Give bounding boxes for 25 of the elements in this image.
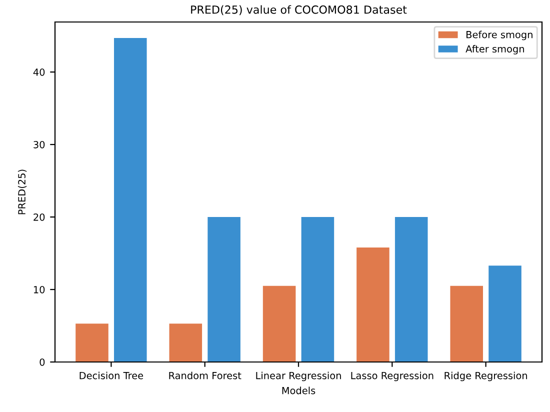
- y-tick-label: 40: [33, 68, 45, 76]
- bar: [208, 217, 240, 362]
- bar: [169, 324, 202, 362]
- y-axis-title: PRED(25): [18, 170, 27, 214]
- y-tick-label: 0: [40, 358, 45, 366]
- bar: [114, 38, 147, 362]
- x-tick-label: Linear Regression: [256, 372, 341, 382]
- bar: [76, 324, 108, 362]
- legend-label: Before smogn: [466, 30, 532, 40]
- bar: [450, 286, 483, 362]
- bar: [394, 217, 428, 362]
- x-tick-label: Ridge Regression: [444, 372, 528, 382]
- y-tick-label: 20: [34, 213, 45, 221]
- x-axis-title: Models: [282, 386, 316, 394]
- legend-label: After smogn: [466, 45, 524, 54]
- y-tick-label: 30: [34, 140, 45, 148]
- bar: [262, 286, 296, 362]
- bar: [301, 217, 334, 362]
- chart-title: PRED(25) value of COCOMO81 Dataset: [191, 5, 407, 16]
- x-tick-label: Random Forest: [169, 372, 242, 380]
- y-tick-label: 10: [34, 286, 45, 294]
- x-tick-label: Lasso Regression: [351, 372, 434, 382]
- bar: [356, 247, 390, 362]
- bar: [488, 266, 522, 362]
- x-tick-label: Decision Tree: [80, 372, 144, 380]
